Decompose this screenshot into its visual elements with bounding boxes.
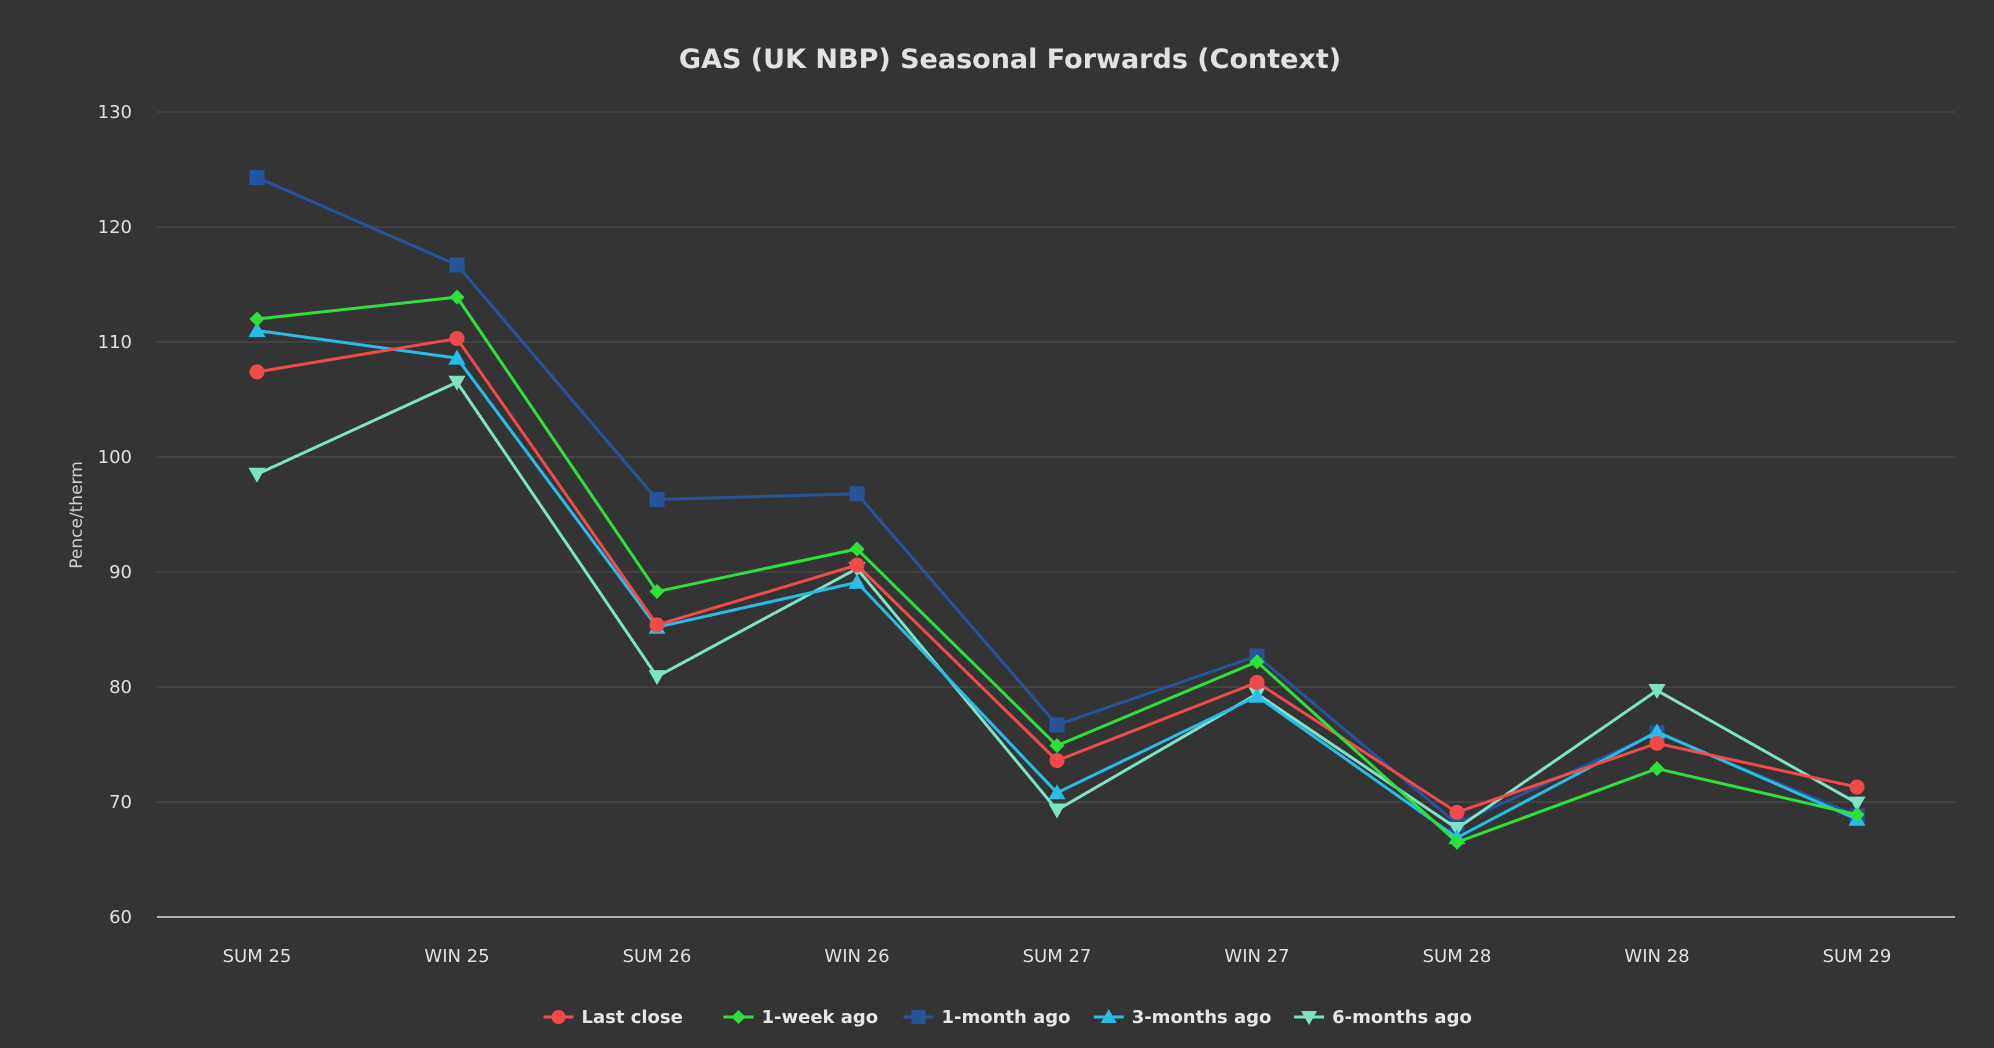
series-1-month-ago [249,170,1865,832]
data-point [1849,779,1865,795]
data-point [1648,683,1666,699]
series-last-close [249,331,1865,820]
y-tick-label: 60 [109,907,132,928]
data-point [648,670,666,686]
legend-label: 3-months ago [1132,1007,1272,1028]
data-point [1249,674,1265,690]
y-tick-label: 80 [109,677,132,698]
y-tick-label: 90 [109,562,132,583]
data-point [1049,738,1065,754]
data-point [1449,804,1465,820]
chart-title: GAS (UK NBP) Seasonal Forwards (Context) [679,44,1341,75]
data-point [849,486,865,502]
data-point [249,311,265,327]
data-point [1648,723,1666,739]
data-point [1649,735,1665,751]
legend[interactable]: Last close 1-week ago 1-month ago 3-months … [543,1007,1472,1028]
series-layer [248,170,1866,850]
x-tick-label: WIN 26 [824,946,889,967]
data-point [1249,654,1265,670]
data-point [1049,717,1065,733]
data-point [649,617,665,633]
legend-marker [1301,1011,1318,1025]
legend-item[interactable]: 6-months ago [1294,1007,1472,1028]
legend-label: Last close [582,1007,683,1028]
x-tick-label: SUM 26 [623,946,692,967]
legend-label: 1-month ago [942,1007,1071,1028]
data-point [649,584,665,600]
legend-item[interactable]: 3-months ago [1093,1007,1272,1028]
y-tick-label: 120 [98,217,132,238]
x-tick-label: WIN 28 [1624,946,1689,967]
y-axis-ticks: 60 70 80 90 100 110 120 130 [98,102,132,928]
data-point [248,467,266,483]
legend-marker [731,1010,746,1024]
x-tick-label: WIN 25 [424,946,489,967]
x-tick-label: SUM 29 [1823,946,1892,967]
x-tick-label: SUM 27 [1023,946,1092,967]
data-point [1849,807,1865,823]
data-point [448,349,466,365]
y-axis-label: Pence/therm [67,461,87,569]
data-point [449,331,465,347]
data-point [849,557,865,573]
legend-marker [1100,1009,1117,1023]
legend-label: 1-week ago [762,1007,879,1028]
data-point [1449,834,1465,850]
y-tick-label: 70 [109,792,132,813]
data-point [248,322,266,337]
data-point [449,289,465,305]
legend-marker [551,1010,566,1024]
data-point [448,375,466,391]
data-point [849,541,865,557]
data-point [1848,796,1866,812]
legend-marker [911,1010,926,1024]
data-point [249,170,265,186]
y-tick-label: 110 [98,332,132,353]
data-point [1649,761,1665,777]
x-tick-label: WIN 27 [1224,946,1289,967]
x-tick-label: SUM 28 [1423,946,1492,967]
data-point [1048,784,1066,800]
data-point [1048,803,1066,819]
x-axis-ticks: SUM 25 WIN 25 SUM 26 WIN 26 SUM 27 WIN 27 SUM … [223,946,1892,967]
legend-item[interactable]: Last close [543,1007,683,1028]
data-point [848,573,866,589]
legend-item[interactable]: 1-week ago [723,1007,879,1028]
legend-item[interactable]: 1-month ago [903,1007,1071,1028]
data-point [249,364,265,380]
data-point [1049,753,1065,769]
y-tick-label: 130 [98,102,132,123]
data-point [649,492,665,508]
data-point [449,257,465,273]
y-tick-label: 100 [98,447,132,468]
x-tick-label: SUM 25 [223,946,292,967]
series-1-week-ago [249,289,1865,850]
data-point [1248,687,1266,703]
legend-label: 6-months ago [1332,1007,1472,1028]
